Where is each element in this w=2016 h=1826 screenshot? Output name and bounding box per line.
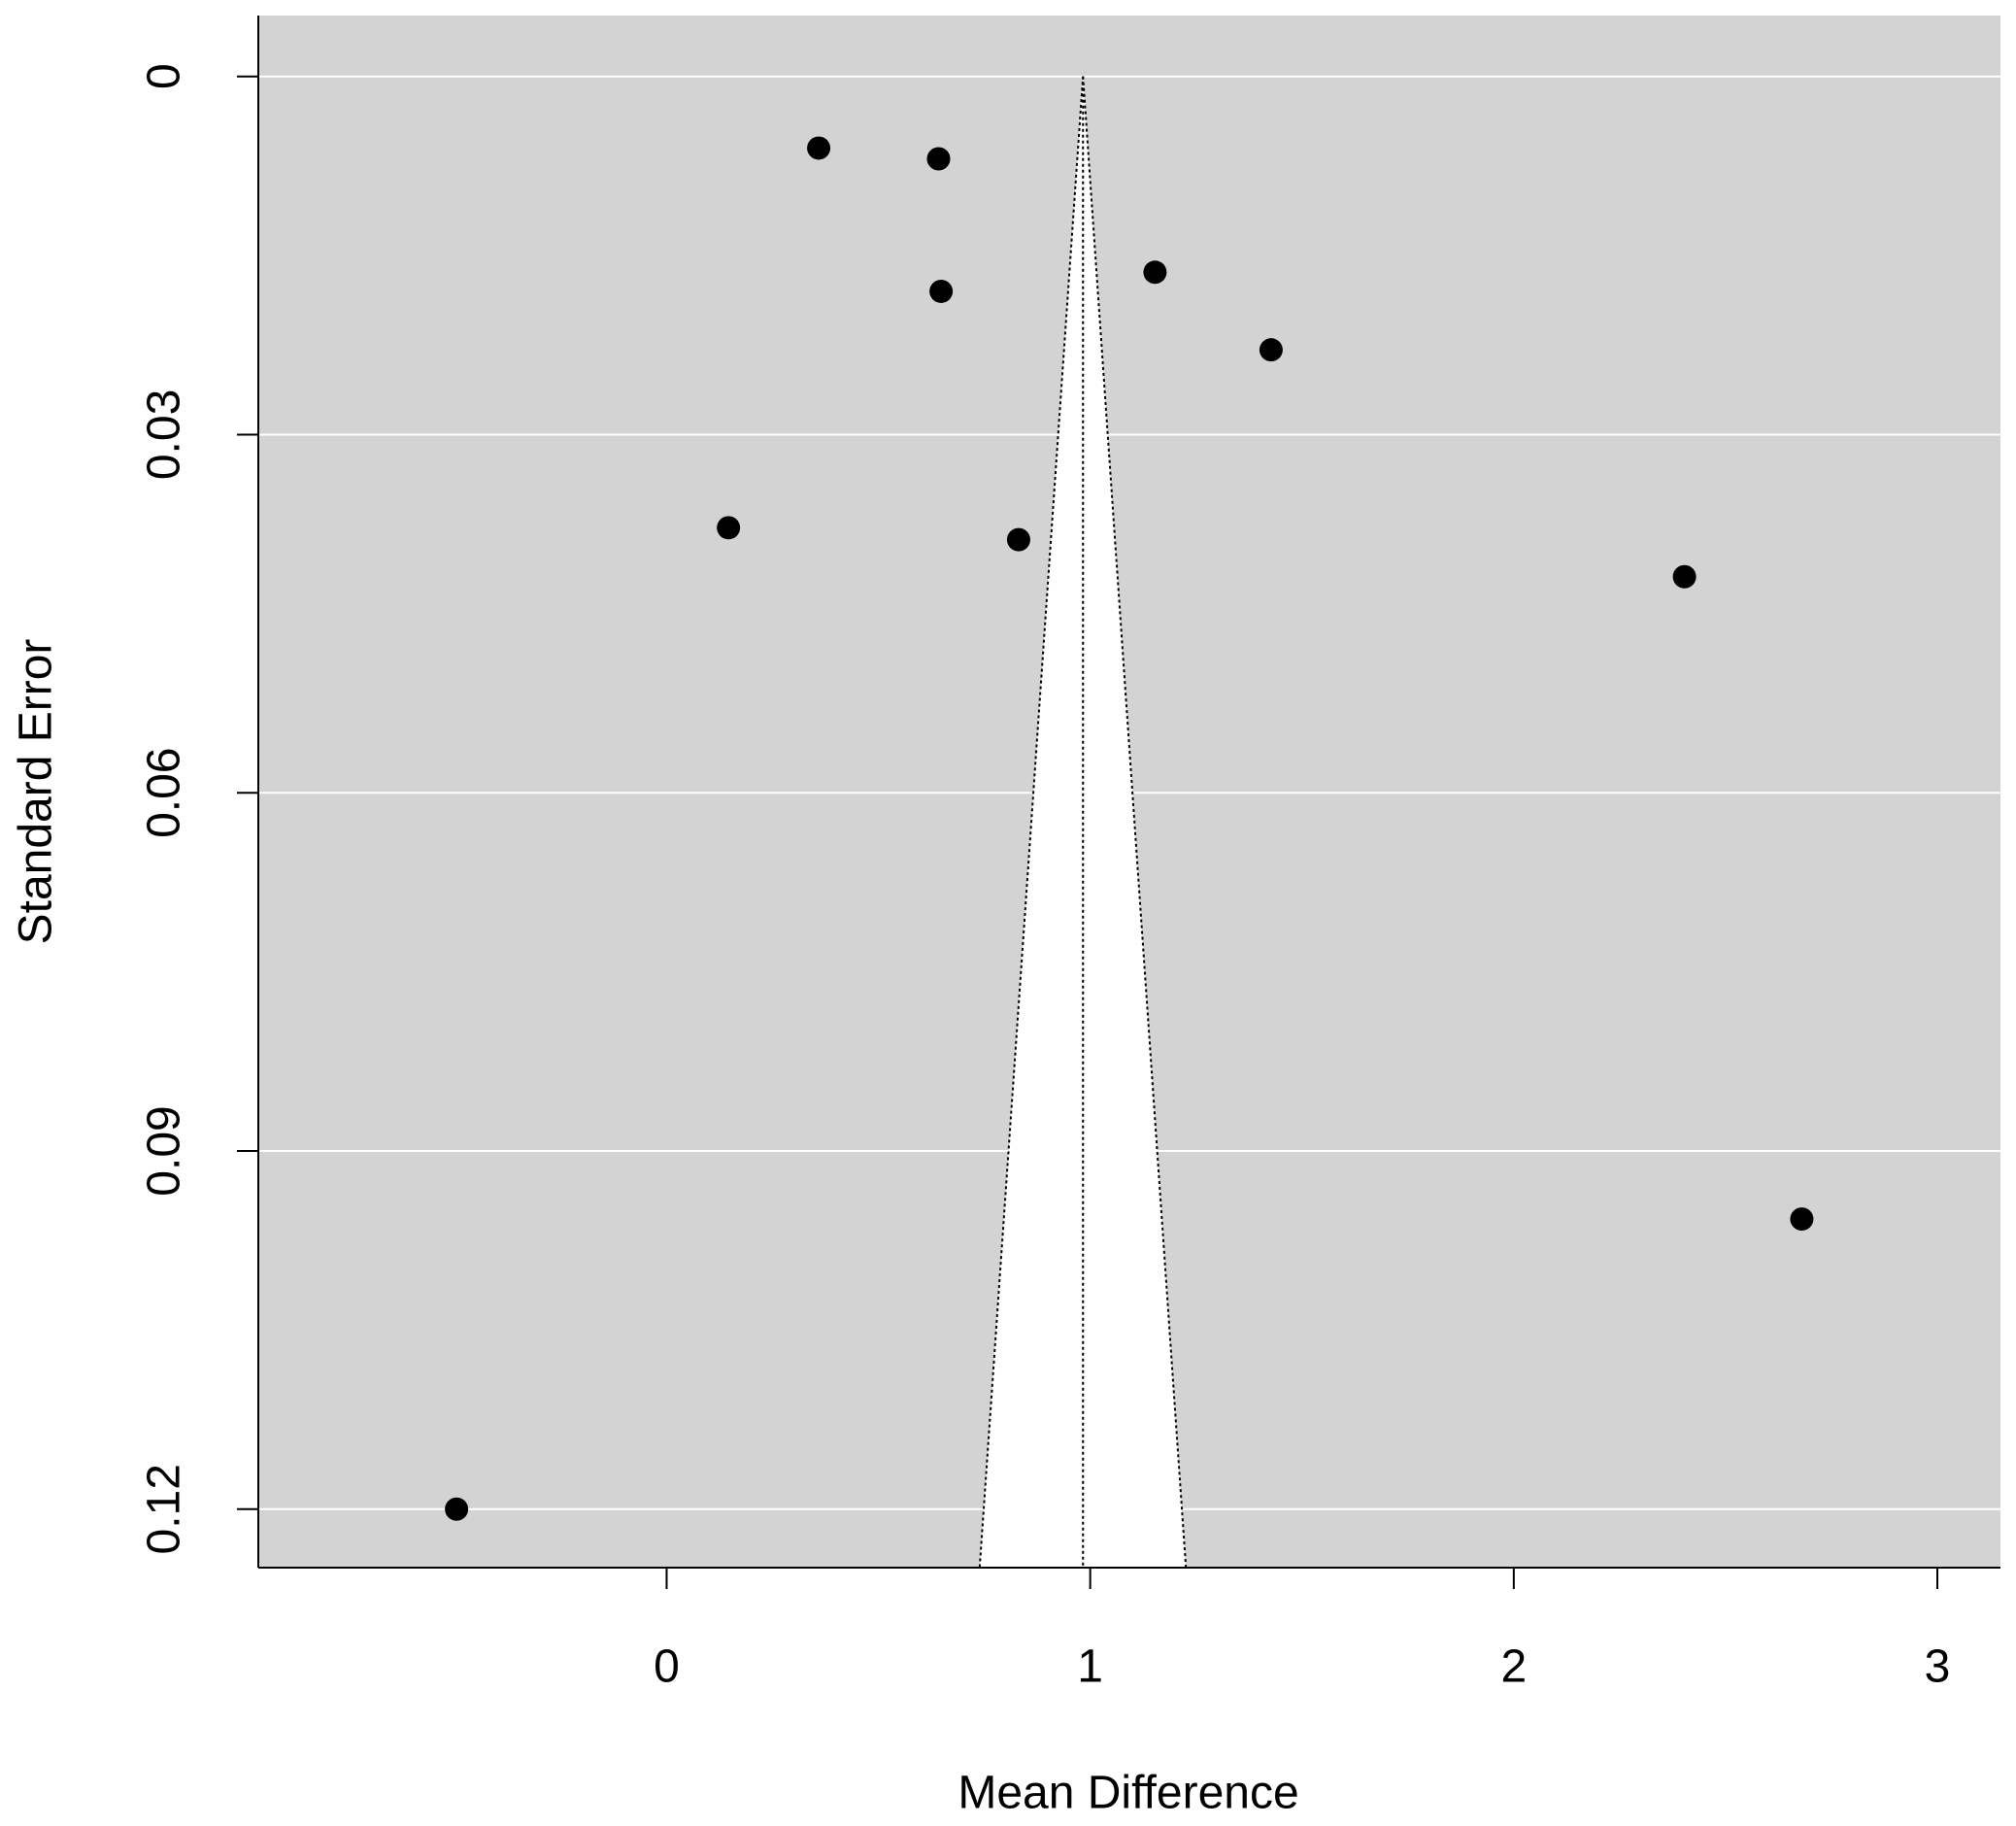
point xyxy=(445,1497,469,1521)
point xyxy=(926,147,951,171)
y-axis-label: Standard Error xyxy=(11,639,62,945)
y-tick-label: 0.12 xyxy=(139,1464,190,1554)
point xyxy=(1143,260,1167,285)
point xyxy=(1259,338,1283,362)
point xyxy=(929,279,954,303)
y-tick-label: 0 xyxy=(139,63,190,89)
y-tick-label: 0.03 xyxy=(139,389,190,480)
y-tick-label: 0.09 xyxy=(139,1105,190,1196)
x-tick-label: 1 xyxy=(1077,1641,1103,1693)
x-tick-label: 3 xyxy=(1925,1641,1951,1693)
x-tick-label: 2 xyxy=(1500,1641,1527,1693)
point xyxy=(717,516,741,540)
y-tick-label: 0.06 xyxy=(139,748,190,838)
point xyxy=(1790,1207,1814,1232)
point xyxy=(807,136,831,160)
point xyxy=(1006,527,1030,552)
x-tick-label: 0 xyxy=(654,1641,680,1693)
x-axis-label: Mean Difference xyxy=(958,1768,1298,1819)
point xyxy=(1672,564,1697,589)
